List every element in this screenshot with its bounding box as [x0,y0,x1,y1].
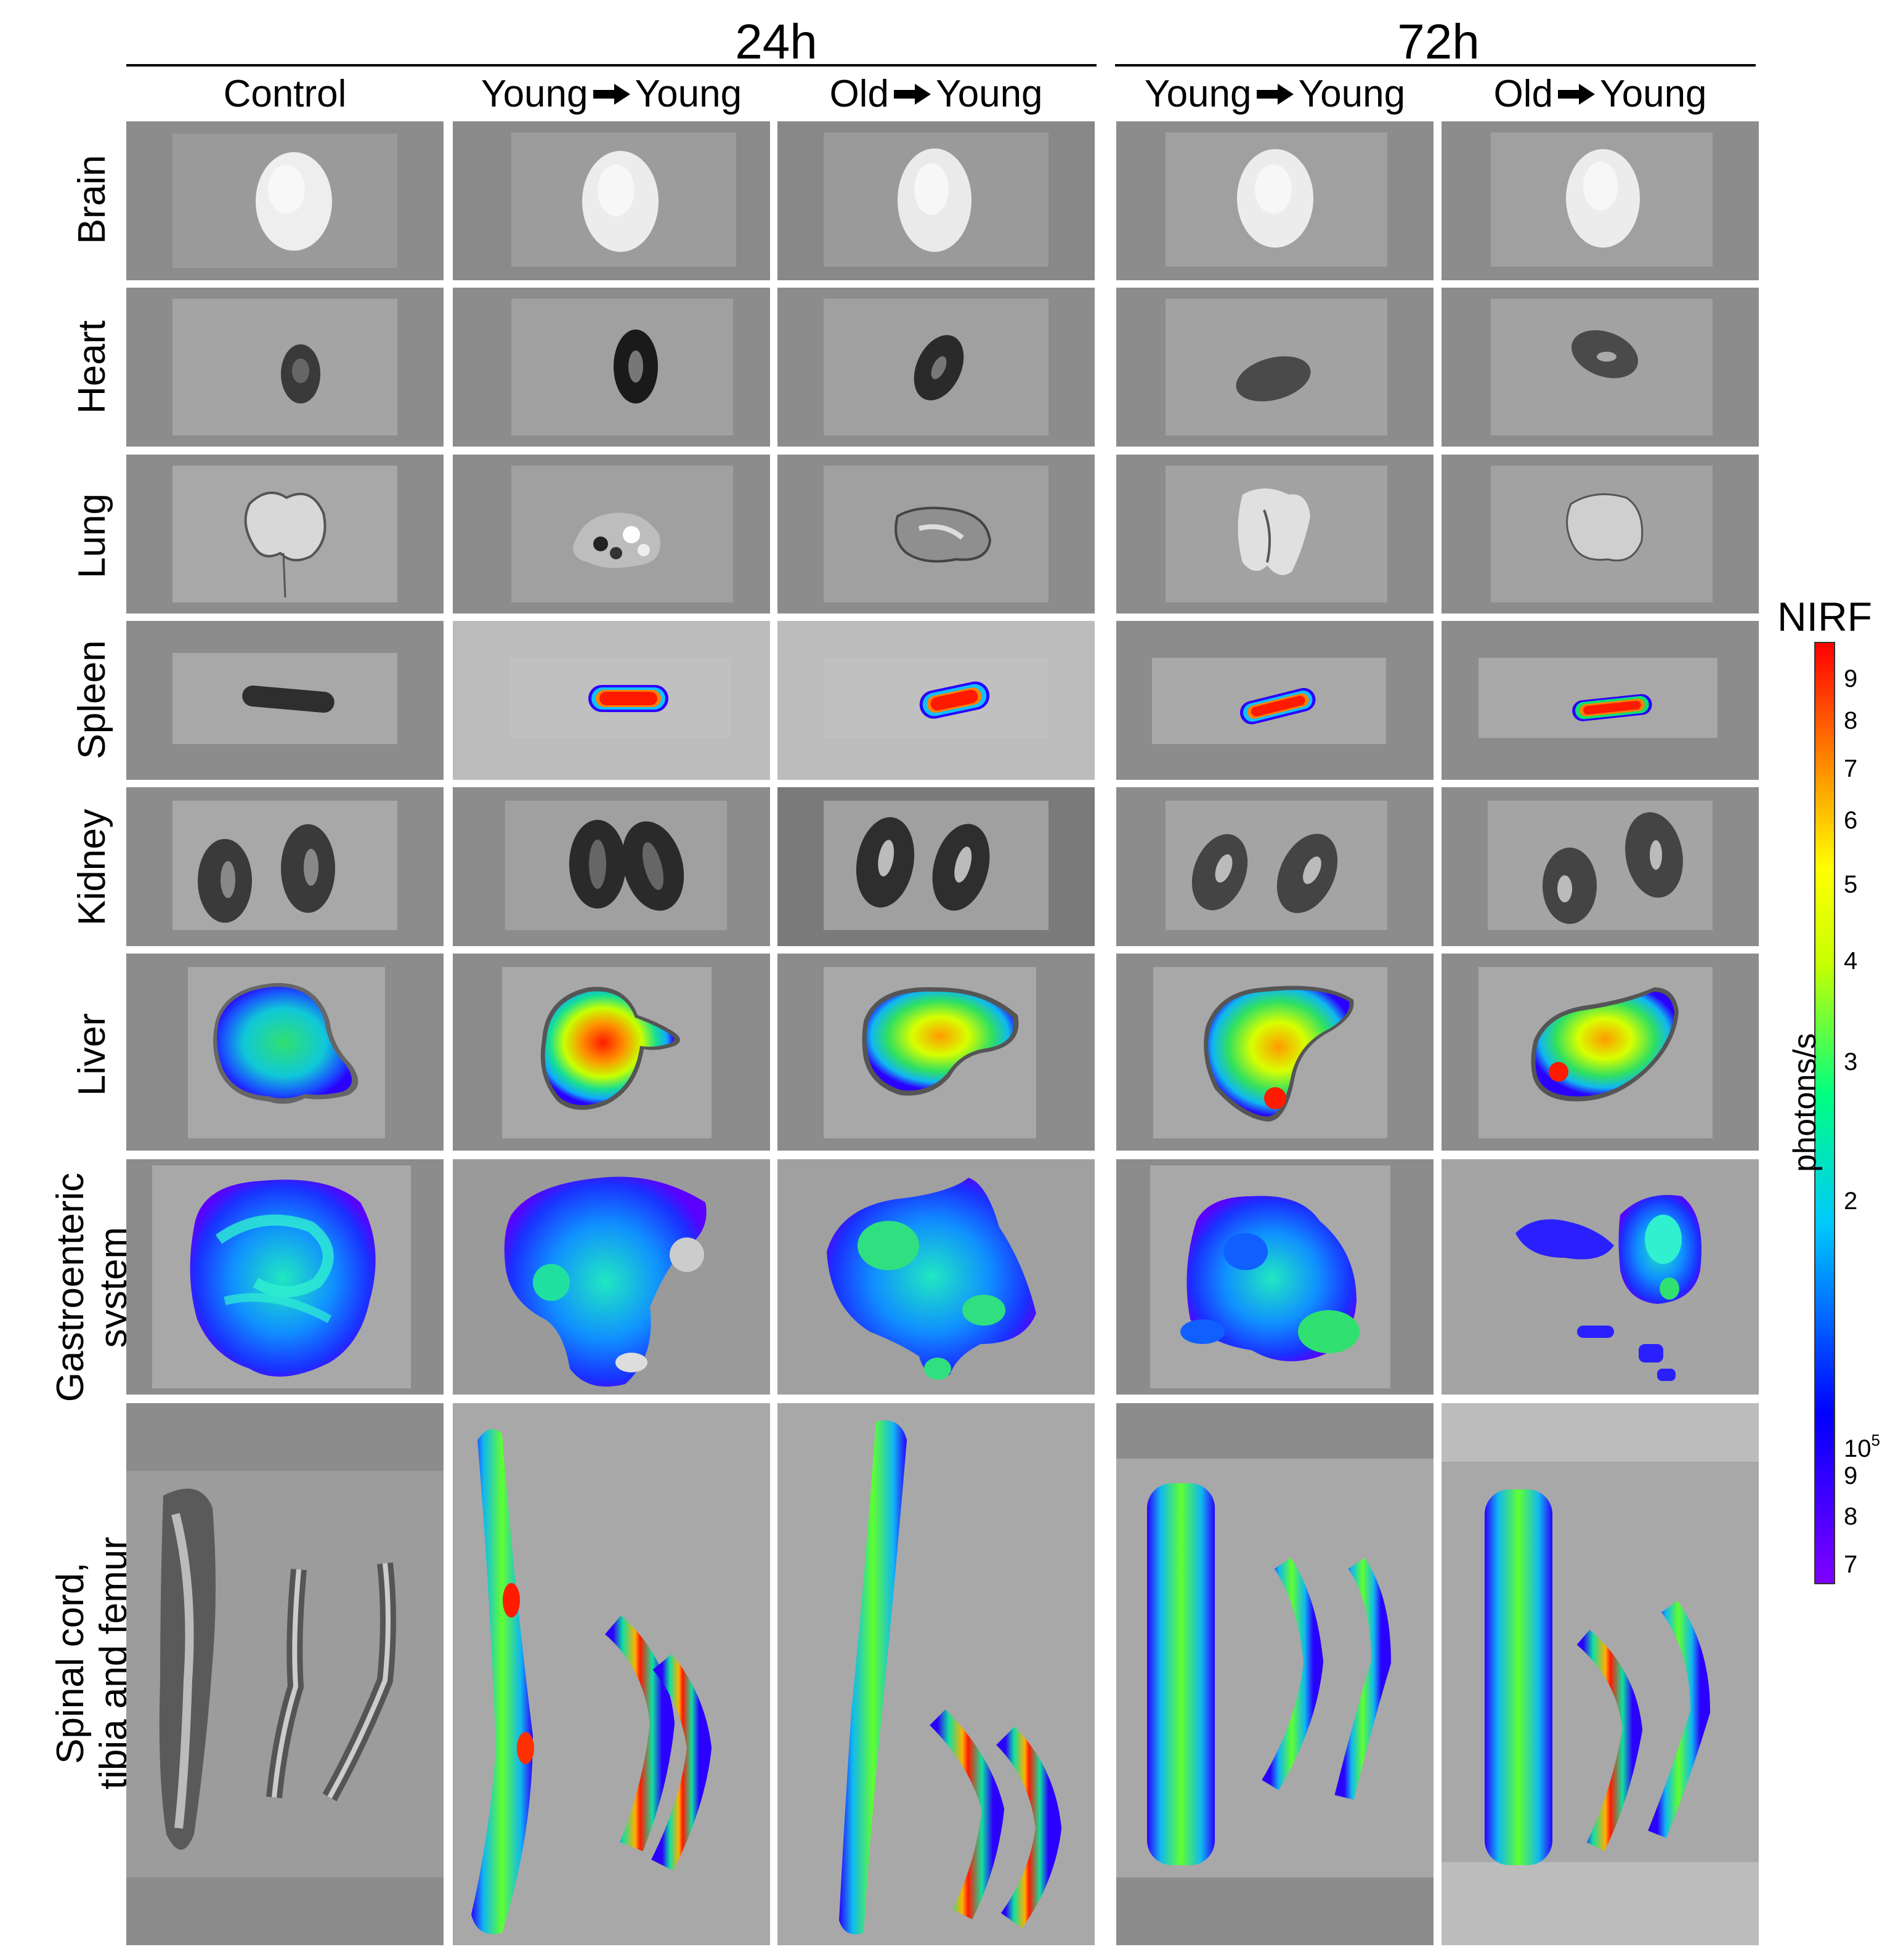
row-label-text: Liver [71,1013,113,1096]
row-label-liver: Liver [71,987,113,1122]
row-label-brain: Brain [71,132,113,267]
image-gastroenteric-control [126,1159,444,1395]
column-label-24h-old-young: Old Young [777,73,1095,116]
colorbar-tick: 5 [1844,871,1858,898]
column-to: Young [935,73,1043,115]
image-lung-72h-old-young [1442,455,1759,614]
image-brain-72h-young-young [1116,121,1434,280]
image-spleen-72h-old-young [1442,621,1759,780]
image-brain-24h-old-young [777,121,1095,280]
image-spleen-24h-young-young [453,621,770,780]
image-lung-24h-young-young [453,455,770,614]
image-spinal-72h-young-young [1116,1403,1434,1945]
colorbar-tick: 105 [1844,1431,1880,1462]
image-spinal-24h-old-young [777,1403,1095,1945]
image-kidney-24h-old-young [777,787,1095,946]
image-kidney-control [126,787,444,946]
image-kidney-72h-old-young [1442,787,1759,946]
colorbar-tick: 7 [1844,1551,1858,1578]
row-label-text: Spinal cord, [49,1562,92,1764]
image-heart-72h-old-young [1442,288,1759,447]
image-gastroenteric-24h-old-young [777,1159,1095,1395]
colorbar-tick: 8 [1844,1503,1858,1530]
arrow-right-icon [1557,84,1595,105]
image-brain-24h-young-young [453,121,770,280]
column-from: Young [481,73,588,115]
colorbar-tick: 7 [1844,755,1858,782]
image-heart-24h-young-young [453,288,770,447]
row-label-spinal-cord: Spinal cord, tibia and femur [49,1503,136,1823]
image-lung-control [126,455,444,614]
image-lung-72h-young-young [1116,455,1434,614]
column-from: Old [829,73,889,115]
row-label-text: Spleen [71,640,113,759]
group-line-72h [1115,64,1756,67]
group-line-24h [126,64,1097,67]
image-kidney-72h-young-young [1116,787,1434,946]
image-liver-72h-young-young [1116,954,1434,1151]
group-label-24h: 24h [735,14,817,69]
row-label-lung: Lung [71,468,113,604]
image-gastroenteric-72h-old-young [1442,1159,1759,1395]
colorbar [1814,642,1835,1584]
image-gastroenteric-72h-young-young [1116,1159,1434,1395]
image-spleen-control [126,621,444,780]
image-heart-control [126,288,444,447]
row-label-text: Brain [71,155,113,245]
colorbar-title: NIRF [1777,594,1872,639]
group-label-72h: 72h [1397,14,1480,69]
colorbar-axis-label: photons/s [1787,1033,1823,1172]
colorbar-tick: 9 [1844,665,1858,692]
column-from: Young [1144,73,1252,115]
colorbar-tick: 3 [1844,1048,1858,1075]
column-label-text: Control [223,73,347,115]
image-liver-24h-young-young [453,954,770,1151]
image-spleen-72h-young-young [1116,621,1434,780]
row-label-text: Kidney [71,809,113,926]
column-to: Young [1599,73,1707,115]
image-brain-control [126,121,444,280]
column-label-control: Control [126,73,444,116]
image-spinal-control [126,1403,444,1945]
image-lung-24h-old-young [777,455,1095,614]
row-label-text: Gastroenteric [49,1172,92,1403]
colorbar-tick: 6 [1844,807,1858,834]
image-spinal-24h-young-young [453,1403,770,1945]
image-heart-24h-old-young [777,288,1095,447]
image-spinal-72h-old-young [1442,1403,1759,1945]
image-liver-24h-old-young [777,954,1095,1151]
arrow-right-icon [1256,84,1294,105]
image-brain-72h-old-young [1442,121,1759,280]
colorbar-tick-exponent: 5 [1871,1431,1880,1449]
row-label-text: Lung [71,493,113,578]
image-liver-control [126,954,444,1151]
row-label-heart: Heart [71,299,113,435]
arrow-right-icon [593,84,630,105]
row-label-gastroenteric: Gastroenteric system [49,1158,136,1417]
column-label-72h-old-young: Old Young [1442,73,1759,116]
image-heart-72h-young-young [1116,288,1434,447]
row-label-spleen: Spleen [71,632,113,767]
row-label-text: Heart [71,320,113,414]
image-gastroenteric-24h-young-young [453,1159,770,1395]
colorbar-tick: 8 [1844,707,1858,734]
image-spleen-24h-old-young [777,621,1095,780]
column-from: Old [1493,73,1553,115]
column-to: Young [1298,73,1406,115]
colorbar-tick: 2 [1844,1188,1858,1215]
column-label-72h-young-young: Young Young [1116,73,1434,116]
arrow-right-icon [893,84,931,105]
column-label-24h-young-young: Young Young [453,73,770,116]
image-kidney-24h-young-young [453,787,770,946]
image-liver-72h-old-young [1442,954,1759,1151]
colorbar-tick: 9 [1844,1462,1858,1489]
row-label-kidney: Kidney [71,800,113,935]
colorbar-tick: 4 [1844,947,1858,974]
column-to: Young [635,73,742,115]
